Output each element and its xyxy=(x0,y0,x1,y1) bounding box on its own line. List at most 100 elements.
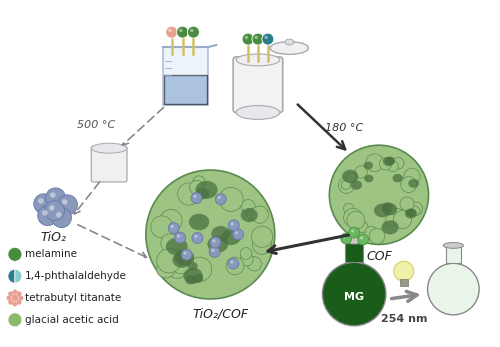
FancyBboxPatch shape xyxy=(346,240,363,262)
Circle shape xyxy=(62,199,68,205)
Circle shape xyxy=(226,257,244,275)
Wedge shape xyxy=(8,269,15,283)
Circle shape xyxy=(146,170,275,299)
Circle shape xyxy=(392,157,404,169)
Circle shape xyxy=(218,196,221,199)
Circle shape xyxy=(38,198,44,204)
Ellipse shape xyxy=(92,143,127,153)
Circle shape xyxy=(262,33,274,45)
Circle shape xyxy=(6,296,12,301)
Ellipse shape xyxy=(443,243,464,248)
Circle shape xyxy=(56,212,62,218)
Circle shape xyxy=(390,257,417,285)
Circle shape xyxy=(156,260,175,278)
Circle shape xyxy=(8,300,13,305)
Ellipse shape xyxy=(383,156,394,166)
Circle shape xyxy=(166,26,177,38)
Ellipse shape xyxy=(189,214,209,230)
Circle shape xyxy=(235,231,238,234)
Circle shape xyxy=(254,36,258,39)
Ellipse shape xyxy=(406,209,416,217)
Circle shape xyxy=(194,195,196,198)
Circle shape xyxy=(386,214,398,226)
Ellipse shape xyxy=(364,162,373,169)
Circle shape xyxy=(356,221,368,232)
Ellipse shape xyxy=(236,54,280,66)
Circle shape xyxy=(8,247,22,261)
Circle shape xyxy=(380,158,392,170)
Circle shape xyxy=(242,33,254,45)
Circle shape xyxy=(346,172,356,183)
Ellipse shape xyxy=(408,179,419,188)
Circle shape xyxy=(170,251,194,274)
Circle shape xyxy=(168,29,172,32)
Circle shape xyxy=(247,257,262,271)
Ellipse shape xyxy=(188,262,198,270)
Circle shape xyxy=(168,223,179,234)
Ellipse shape xyxy=(382,203,397,215)
Ellipse shape xyxy=(236,105,280,119)
Circle shape xyxy=(16,300,21,305)
Circle shape xyxy=(341,233,351,244)
Circle shape xyxy=(42,210,48,215)
Ellipse shape xyxy=(385,157,394,164)
Circle shape xyxy=(410,206,420,216)
FancyBboxPatch shape xyxy=(92,146,127,182)
Ellipse shape xyxy=(174,249,195,266)
Circle shape xyxy=(194,235,198,238)
Circle shape xyxy=(343,235,346,238)
Circle shape xyxy=(369,228,385,244)
Circle shape xyxy=(251,206,268,223)
Circle shape xyxy=(12,295,18,302)
Circle shape xyxy=(366,154,384,172)
FancyBboxPatch shape xyxy=(162,47,208,104)
Circle shape xyxy=(365,226,378,239)
Circle shape xyxy=(176,26,188,38)
Ellipse shape xyxy=(374,204,390,217)
FancyBboxPatch shape xyxy=(446,245,460,263)
Ellipse shape xyxy=(166,238,188,255)
Text: TiO₂/COF: TiO₂/COF xyxy=(192,307,248,320)
Circle shape xyxy=(166,255,189,278)
Circle shape xyxy=(252,226,272,247)
Ellipse shape xyxy=(221,229,241,245)
Circle shape xyxy=(252,235,272,254)
Wedge shape xyxy=(15,269,22,283)
Circle shape xyxy=(389,209,406,225)
Text: 500 °C: 500 °C xyxy=(77,120,116,130)
Circle shape xyxy=(219,187,243,211)
Circle shape xyxy=(216,194,226,205)
Circle shape xyxy=(38,206,58,226)
Circle shape xyxy=(188,257,212,281)
Text: MG: MG xyxy=(344,292,364,302)
Text: TiO₂: TiO₂ xyxy=(40,231,66,244)
Circle shape xyxy=(178,183,200,205)
Circle shape xyxy=(228,220,239,231)
Circle shape xyxy=(220,189,239,209)
Circle shape xyxy=(184,252,186,255)
Circle shape xyxy=(179,29,182,32)
Text: COF: COF xyxy=(366,250,392,263)
Text: 180 °C: 180 °C xyxy=(325,124,364,133)
Circle shape xyxy=(174,232,186,243)
Circle shape xyxy=(400,177,416,193)
Circle shape xyxy=(347,211,365,229)
Circle shape xyxy=(188,26,200,38)
Text: 254 nm: 254 nm xyxy=(380,314,427,324)
Circle shape xyxy=(181,249,192,260)
Ellipse shape xyxy=(285,39,294,45)
Circle shape xyxy=(160,210,182,231)
Circle shape xyxy=(230,222,234,226)
Circle shape xyxy=(342,180,350,189)
Circle shape xyxy=(338,177,354,193)
Circle shape xyxy=(34,194,54,214)
Circle shape xyxy=(177,235,180,238)
Ellipse shape xyxy=(382,202,393,211)
FancyBboxPatch shape xyxy=(400,279,407,286)
Circle shape xyxy=(58,195,78,215)
Ellipse shape xyxy=(184,268,203,283)
Circle shape xyxy=(388,161,398,172)
Circle shape xyxy=(12,289,18,295)
Circle shape xyxy=(8,313,22,327)
Ellipse shape xyxy=(364,175,374,182)
